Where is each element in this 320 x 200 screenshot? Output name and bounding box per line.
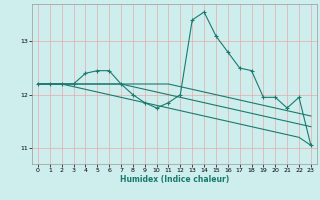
X-axis label: Humidex (Indice chaleur): Humidex (Indice chaleur) <box>120 175 229 184</box>
